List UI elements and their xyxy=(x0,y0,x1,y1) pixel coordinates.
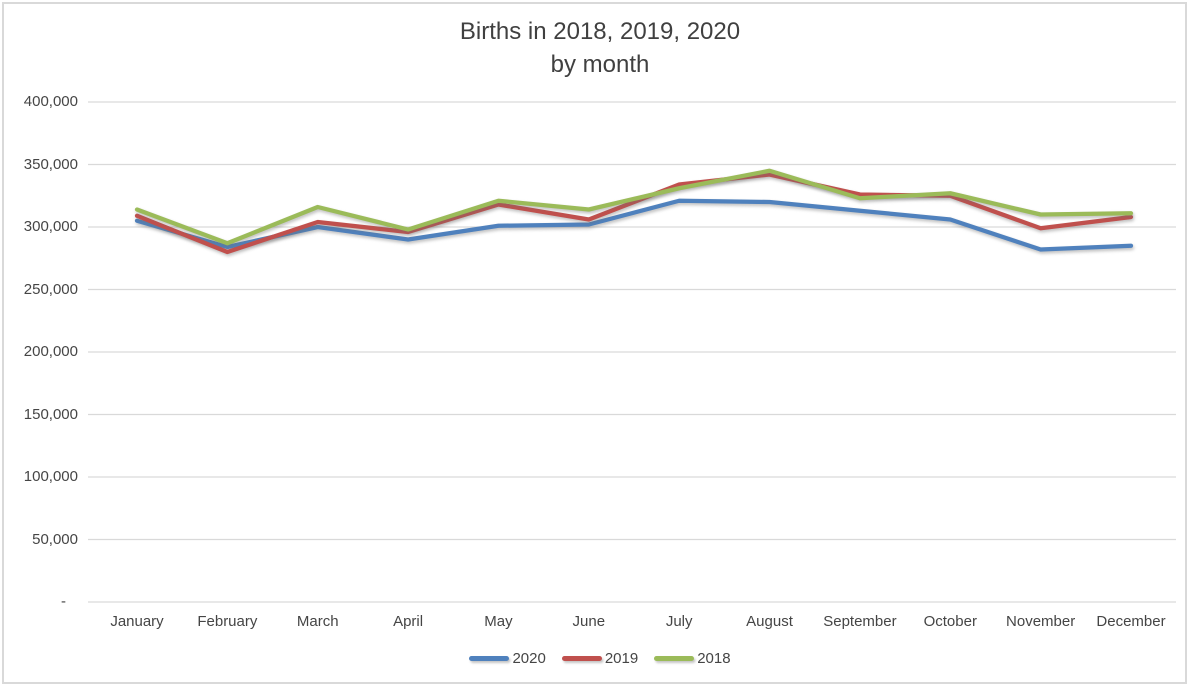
x-axis-label-november: November xyxy=(1006,613,1076,630)
y-axis-tick-label: 250,000 xyxy=(23,280,78,298)
x-axis-label-june: June xyxy=(572,613,606,630)
y-axis-tick-label: 350,000 xyxy=(23,155,78,173)
legend-label: 2018 xyxy=(697,650,731,667)
chart-legend: 2020 2019 2018 xyxy=(0,650,1200,667)
x-axis-label-december: December xyxy=(1096,613,1166,630)
series-line-2019[interactable] xyxy=(134,172,1134,255)
legend-label: 2019 xyxy=(604,650,639,667)
series-line-2018[interactable] xyxy=(134,168,1134,246)
y-axis-tick-label: 300,000 xyxy=(23,218,78,235)
legend-item-2020[interactable]: 2020 xyxy=(469,650,546,667)
y-axis-tick-label: 100,000 xyxy=(23,468,78,485)
legend-line-marker xyxy=(561,656,602,661)
legend-item-2019[interactable]: 2019 xyxy=(561,650,639,667)
legend-line-marker xyxy=(469,656,510,661)
series-line-2020[interactable] xyxy=(134,198,1134,252)
x-axis-label-february: February xyxy=(197,613,258,630)
x-axis-label-april: April xyxy=(393,613,424,630)
x-axis-label-august: August xyxy=(746,613,793,630)
legend-label: 2020 xyxy=(512,650,546,667)
x-axis-label-july: July xyxy=(665,613,693,630)
y-axis-tick-label: - xyxy=(61,593,66,610)
y-axis-tick-label: 150,000 xyxy=(23,405,78,423)
y-axis-tick-label: 50,000 xyxy=(32,530,78,548)
legend-item-2018[interactable]: 2018 xyxy=(654,650,731,667)
chart-title-line1: Births in 2018, 2019, 2020 xyxy=(459,18,741,45)
x-axis-label-january: January xyxy=(110,613,164,630)
legend-line-marker xyxy=(654,656,695,661)
y-axis-tick-label: 400,000 xyxy=(23,93,78,110)
x-axis-label-march: March xyxy=(296,613,339,630)
y-axis-tick-label: 200,000 xyxy=(23,343,78,360)
chart-title: Births in 2018, 2019, 2020 by month xyxy=(0,15,1200,81)
x-axis-label-may: May xyxy=(484,613,513,630)
chart-title-line2: by month xyxy=(550,51,650,78)
chart-border xyxy=(2,2,1187,684)
x-axis-label-october: October xyxy=(923,613,977,630)
x-axis-label-september: September xyxy=(823,613,897,630)
